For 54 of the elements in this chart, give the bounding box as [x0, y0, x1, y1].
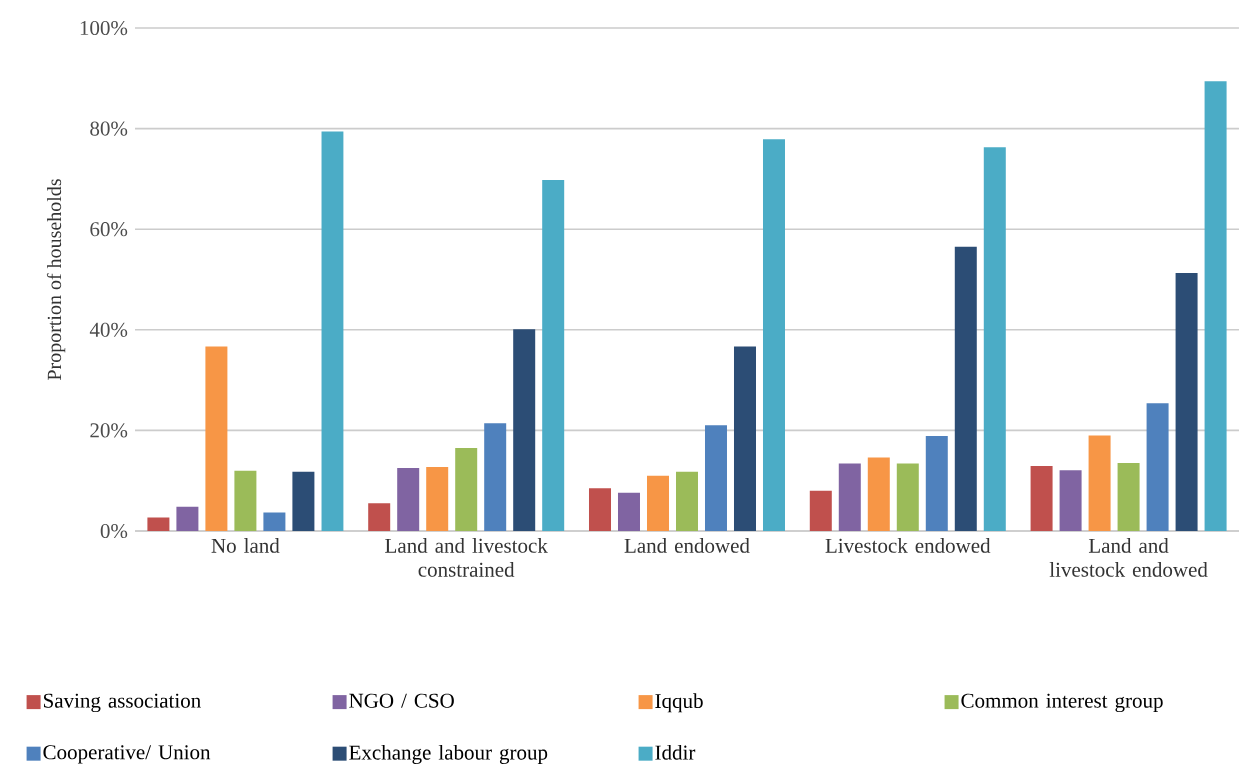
bar: [205, 346, 228, 531]
legend-label: Common interest group: [961, 693, 1163, 713]
bar: [542, 179, 565, 531]
bar: [954, 246, 977, 531]
bar: [147, 517, 170, 531]
legend-label: Iddir: [655, 744, 696, 760]
bar: [647, 475, 669, 531]
bar: [733, 346, 756, 531]
y-tick-label: 40%: [89, 322, 128, 337]
bar: [1030, 466, 1053, 531]
bar: [455, 448, 478, 531]
bar: [983, 147, 1006, 531]
x-tick-label: Livestock endowed: [825, 538, 991, 553]
bar: [762, 139, 785, 531]
legend-label: Cooperative/ Union: [43, 745, 211, 764]
bar: [292, 471, 315, 531]
bar: [1088, 435, 1111, 531]
bar: [617, 492, 640, 531]
x-tick-label: No land: [211, 538, 280, 553]
bar: [176, 506, 199, 531]
bar: [704, 425, 727, 531]
bar: [896, 463, 919, 531]
y-tick-label: 100%: [80, 20, 128, 36]
bar: [1117, 463, 1140, 531]
bar: [676, 471, 698, 531]
x-tick-label: Land endowed: [624, 538, 750, 553]
legend-label: Iqqub: [655, 693, 703, 713]
bar: [1059, 470, 1082, 531]
bar: [234, 470, 257, 531]
bar: [1204, 81, 1227, 531]
y-tick-label: 60%: [90, 222, 128, 237]
bar: [368, 503, 391, 531]
bar: [426, 467, 449, 531]
y-axis-title: Proportion of households: [46, 179, 66, 381]
bar: [809, 490, 832, 531]
bar: [1146, 403, 1169, 531]
bar: [321, 131, 344, 531]
y-tick-label: 80%: [90, 121, 128, 136]
bar: [513, 329, 536, 531]
bar: [867, 457, 890, 531]
bar: [263, 512, 286, 531]
x-tick-label: Land and livestock constrained: [385, 538, 548, 577]
legend-label: Saving association: [44, 693, 201, 713]
x-tick-label: Land and livestock endowed: [1049, 538, 1208, 577]
y-tick-label: 20%: [90, 423, 128, 438]
bar: [925, 435, 948, 531]
legend-label: Exchange labour group: [349, 744, 548, 764]
y-tick-label: 0%: [100, 523, 128, 539]
bar: [397, 468, 420, 531]
bar: [1175, 272, 1198, 531]
legend-label: NGO / CSO: [349, 693, 454, 708]
bar: [484, 423, 507, 531]
bar: [588, 488, 611, 531]
bar: [838, 463, 861, 531]
